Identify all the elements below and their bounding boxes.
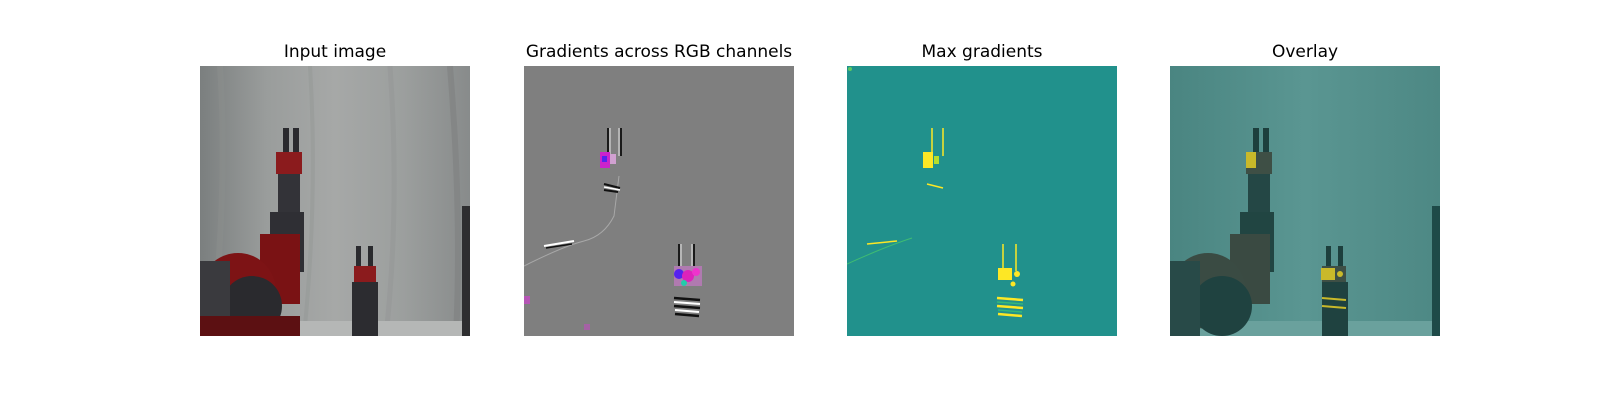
overlay-title: Overlay <box>1271 42 1339 62</box>
max-gradients-title: Max gradients <box>921 42 1043 62</box>
max-gradients-panel: Max gradients <box>847 38 1117 336</box>
input-image-panel: Input image <box>200 38 470 336</box>
rgb-gradients-title: Gradients across RGB channels <box>525 42 793 62</box>
rgb-gradients-panel: Gradients across RGB channels <box>524 38 794 336</box>
overlay-panel: Overlay <box>1170 38 1440 336</box>
overlay-image <box>1170 66 1440 336</box>
input-image <box>200 66 470 336</box>
max-gradients-image <box>847 66 1117 336</box>
input-image-title: Input image <box>283 42 387 62</box>
rgb-gradients-image <box>524 66 794 336</box>
